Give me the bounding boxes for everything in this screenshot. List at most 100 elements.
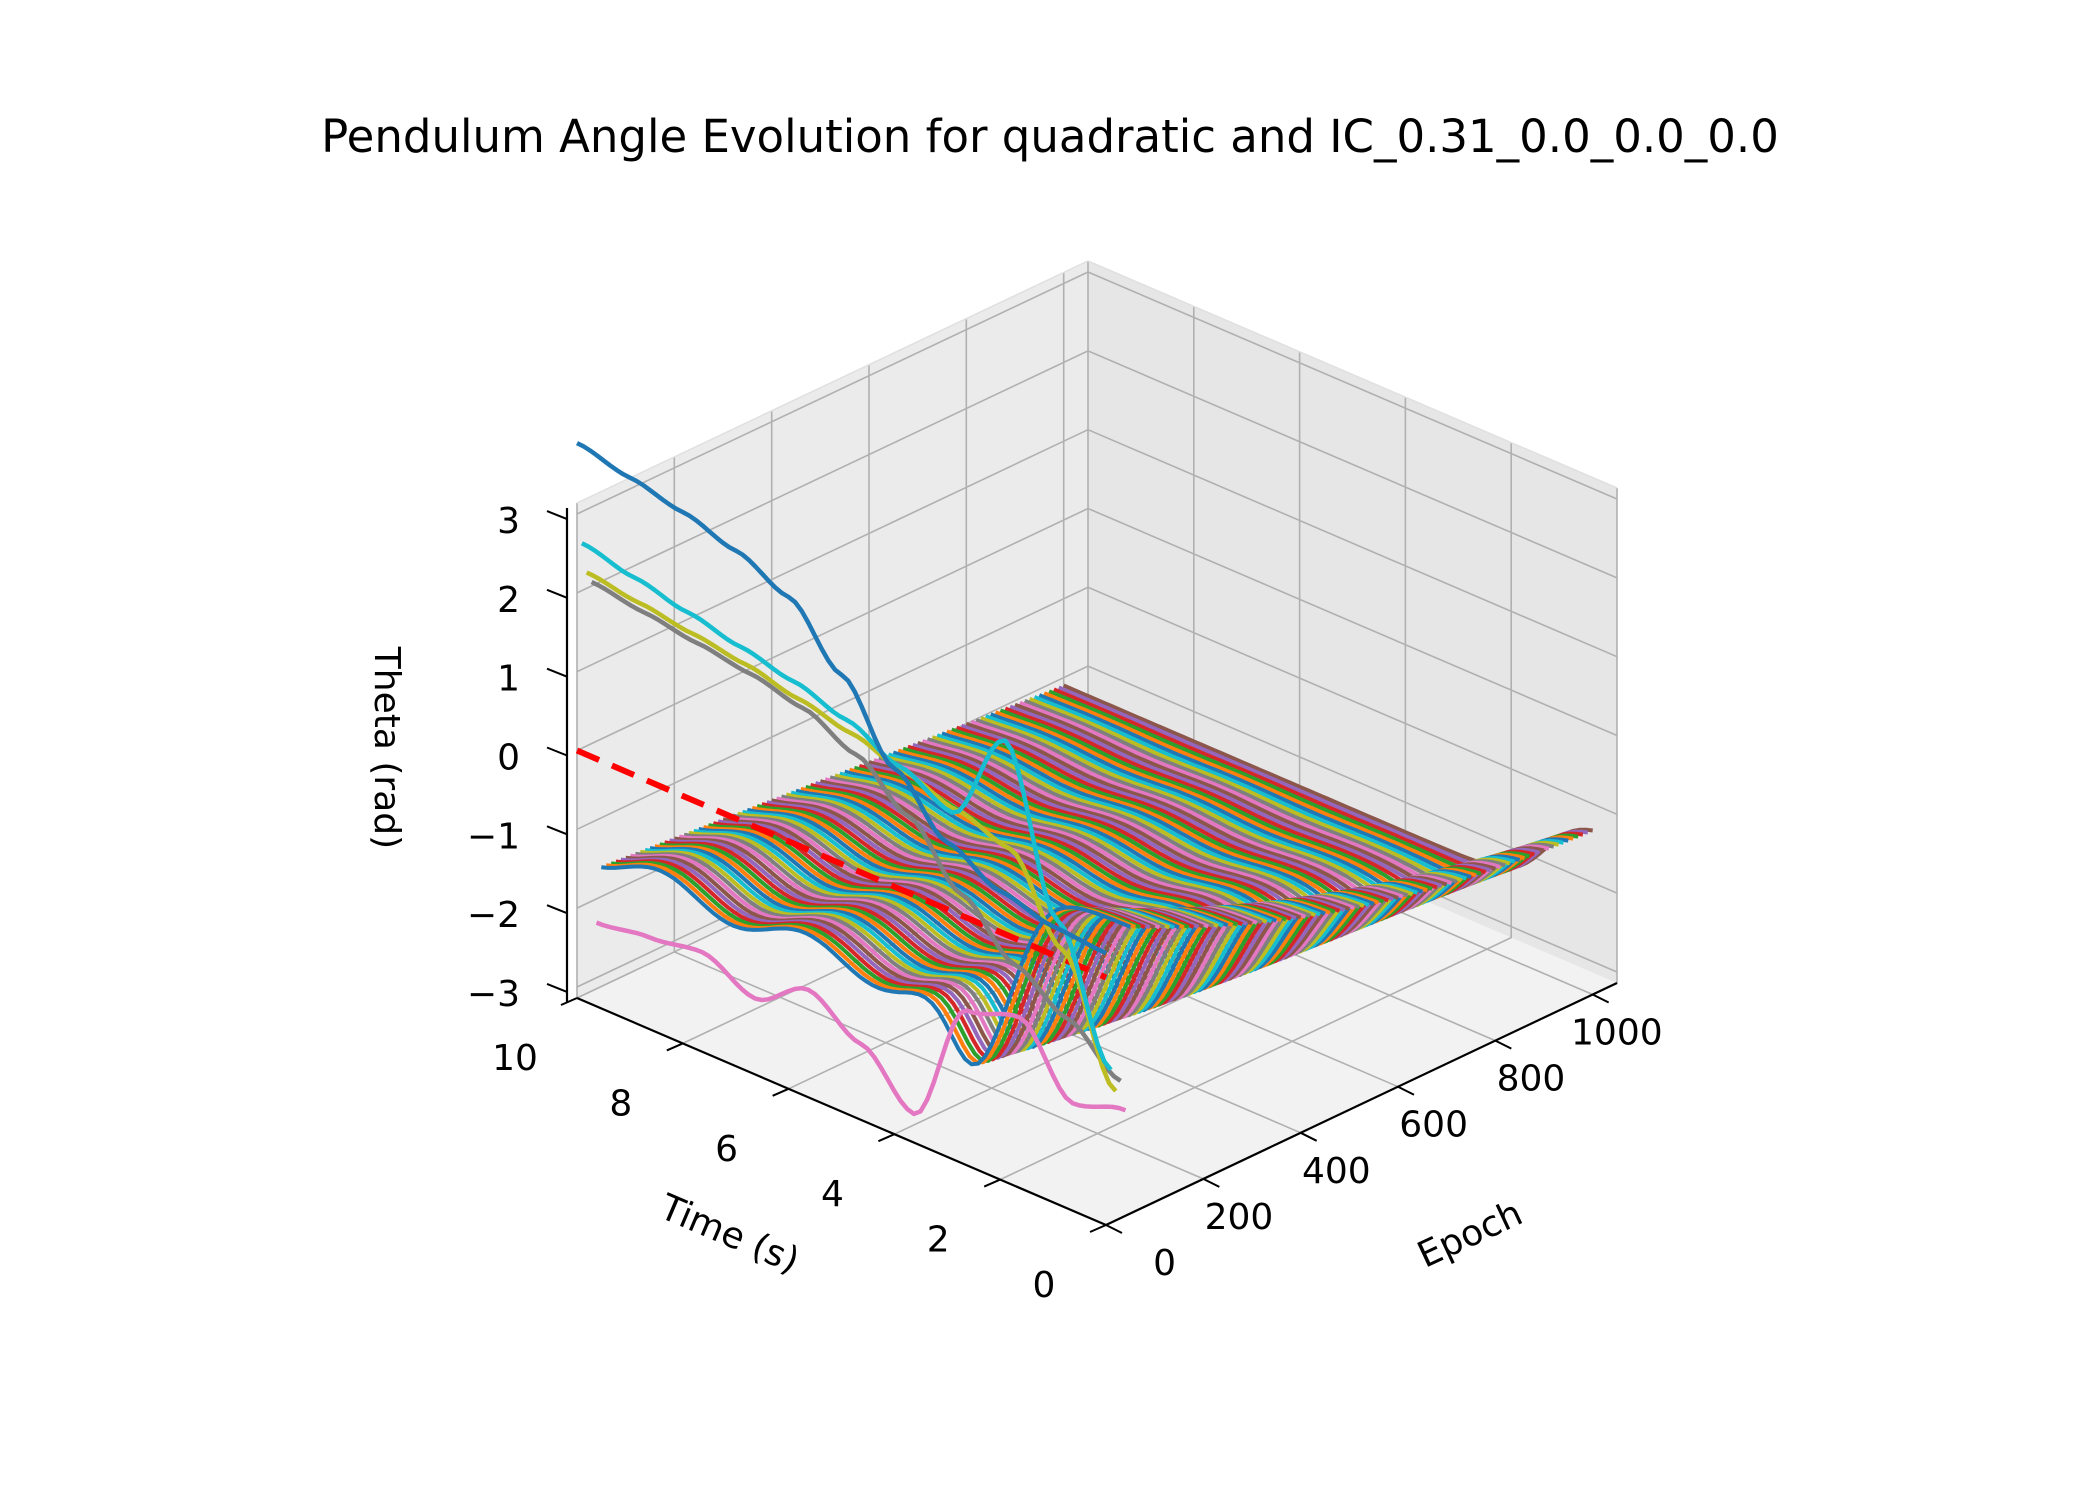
grid-line [576, 586, 1618, 831]
epoch-tick [1494, 1039, 1512, 1050]
band-line [654, 844, 1185, 1048]
band-line [630, 853, 1161, 1057]
band-line [693, 828, 1224, 1033]
epoch-axis-line [1105, 982, 1618, 1226]
epoch-axis-label: Epoch [1412, 1193, 1529, 1277]
series-layer [575, 441, 1593, 1117]
time-tick [1089, 1224, 1107, 1233]
theta-axis-label: Theta (rad) [366, 646, 407, 849]
band-line [683, 832, 1214, 1037]
grid-line [576, 350, 1618, 594]
theta-tick-label: 1 [497, 659, 520, 700]
band-line [878, 756, 1409, 957]
grid-line [576, 428, 1618, 673]
epoch-tick [1202, 1178, 1220, 1188]
band-line [897, 748, 1428, 948]
band-line [902, 746, 1433, 946]
band-line [678, 834, 1209, 1039]
time-tick [772, 1087, 790, 1097]
band-line [640, 849, 1171, 1053]
band-line [868, 760, 1399, 961]
band-line [873, 758, 1404, 959]
band-line [659, 842, 1190, 1046]
pane-edge [576, 260, 1618, 504]
band-line [664, 840, 1195, 1044]
epoch-tick-label: 800 [1497, 1059, 1566, 1100]
theta-tick-label: −1 [467, 816, 520, 857]
band-line [766, 800, 1297, 1005]
series-line [590, 579, 1122, 1083]
band-line [810, 783, 1341, 987]
band-line [698, 827, 1229, 1031]
time-tick-label: 4 [821, 1174, 844, 1215]
band-line [819, 779, 1351, 983]
theta-tick-label: 0 [497, 738, 520, 779]
axis-lines [546, 260, 1618, 1234]
epoch-tick-label: 0 [1153, 1243, 1176, 1284]
series-line [580, 541, 1113, 1072]
band-line [751, 805, 1282, 1011]
band-line [951, 727, 1482, 923]
band-line [649, 846, 1180, 1049]
reference-line [575, 747, 1108, 981]
series-line [585, 570, 1118, 1093]
band-line [780, 794, 1312, 999]
band-line [917, 741, 1448, 939]
series-line [575, 441, 1107, 956]
epoch-tick-label: 1000 [1571, 1013, 1663, 1054]
band-line [892, 750, 1423, 950]
band-line [674, 836, 1205, 1041]
band-line [926, 737, 1458, 934]
band-line [742, 809, 1273, 1014]
time-tick-label: 10 [492, 1038, 538, 1079]
time-tick [877, 1133, 895, 1143]
band-line [912, 742, 1443, 941]
band-line [790, 790, 1321, 995]
band-line [858, 763, 1389, 966]
theta-tick-label: −2 [467, 895, 520, 936]
band-line [805, 784, 1336, 989]
band-line [921, 739, 1453, 937]
theta-tick-label: −3 [467, 974, 520, 1015]
band-line [936, 733, 1467, 930]
band-line [761, 802, 1292, 1007]
band-line [625, 855, 1156, 1059]
theta-tick [546, 510, 568, 520]
band-line [844, 769, 1375, 972]
series-line [595, 920, 1127, 1117]
band-line [722, 817, 1253, 1023]
time-axis-line [576, 996, 1107, 1227]
epoch-tick [1592, 993, 1610, 1004]
band-line [800, 786, 1331, 991]
band-line [688, 830, 1219, 1035]
theta-tick-label: 3 [497, 501, 520, 542]
band-line [839, 771, 1370, 974]
epoch-tick [1300, 1131, 1318, 1142]
band-line [669, 838, 1200, 1043]
epoch-tick [1397, 1085, 1415, 1096]
axis-text: 0200400600800100002468103210−1−2−3EpochT… [366, 501, 1663, 1306]
theta-tick [546, 904, 568, 915]
theta-tick [546, 825, 568, 836]
band-line [863, 762, 1394, 963]
time-tick-label: 6 [715, 1129, 738, 1170]
grid-line [576, 271, 1618, 515]
time-tick-label: 8 [609, 1083, 632, 1124]
theta-tick [546, 588, 568, 599]
time-tick-label: 2 [927, 1220, 950, 1261]
epoch-tick-label: 600 [1399, 1105, 1468, 1146]
band-line [907, 744, 1438, 943]
band-line [737, 811, 1268, 1016]
band-line [946, 729, 1477, 925]
band-line [615, 859, 1146, 1062]
band-line [746, 807, 1278, 1013]
band-line [824, 777, 1355, 980]
theta-tick [546, 667, 568, 678]
theta-tick-label: 2 [497, 580, 520, 621]
time-tick [666, 1042, 684, 1052]
theta-tick [546, 983, 568, 993]
band-line [708, 823, 1239, 1028]
band-line [644, 848, 1175, 1051]
band-line [712, 821, 1244, 1026]
